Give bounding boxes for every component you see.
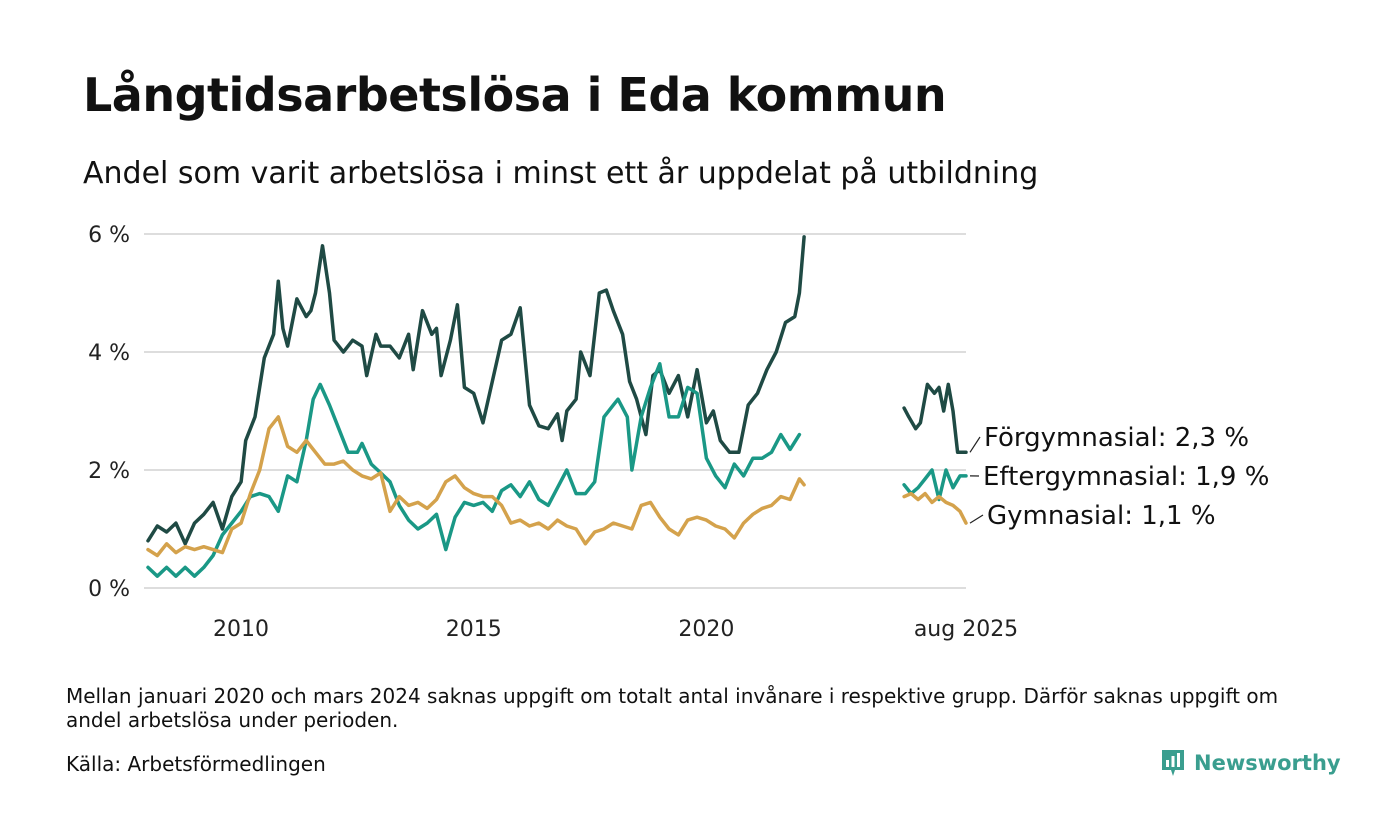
- line-chart: 0 % 2 % 4 % 6 % 2010 2015 2020 aug 2025 Förgym…: [88, 223, 1269, 642]
- series-line-forgymnasial: [902, 382, 968, 455]
- series-line-eftergymnasial: [902, 468, 968, 502]
- label-leader-line: [969, 436, 981, 453]
- y-tick-label: 6 %: [88, 223, 130, 248]
- series-line-eftergymnasial: [146, 362, 802, 578]
- x-tick-label: 2010: [213, 617, 269, 642]
- series-end-label-gymnasial: Gymnasial: 1,1 %: [987, 501, 1216, 531]
- chart-title: Långtidsarbetslösa i Eda kommun: [83, 68, 947, 122]
- x-tick-label: 2015: [446, 617, 502, 642]
- footnote: Mellan januari 2020 och mars 2024 saknas…: [66, 684, 1279, 732]
- series-end-labels: Förgymnasial: 2,3 % Eftergymnasial: 1,9 %…: [969, 423, 1269, 531]
- y-axis-ticks: 0 % 2 % 4 % 6 %: [88, 223, 130, 602]
- newsworthy-logo-icon: [1162, 750, 1184, 776]
- gridlines: [144, 233, 966, 589]
- chart-subtitle: Andel som varit arbetslösa i minst ett å…: [83, 156, 1039, 191]
- series-end-label-forgymnasial: Förgymnasial: 2,3 %: [984, 423, 1249, 453]
- y-tick-label: 2 %: [88, 459, 130, 484]
- series-line-gymnasial: [146, 415, 806, 558]
- series-line-gymnasial: [902, 491, 968, 525]
- brand-name: Newsworthy: [1194, 751, 1341, 775]
- y-tick-label: 4 %: [88, 341, 130, 366]
- series-end-label-eftergymnasial: Eftergymnasial: 1,9 %: [983, 462, 1269, 492]
- x-tick-label: aug 2025: [914, 617, 1018, 642]
- brand-logo[interactable]: Newsworthy: [1160, 748, 1341, 778]
- x-tick-label: 2020: [678, 617, 734, 642]
- source-note: Källa: Arbetsförmedlingen: [66, 752, 326, 776]
- x-axis-ticks: 2010 2015 2020 aug 2025: [213, 617, 1018, 642]
- y-tick-label: 0 %: [88, 577, 130, 602]
- series-line-forgymnasial: [146, 235, 806, 546]
- label-leader-line: [969, 514, 984, 524]
- series-lines: [146, 235, 968, 578]
